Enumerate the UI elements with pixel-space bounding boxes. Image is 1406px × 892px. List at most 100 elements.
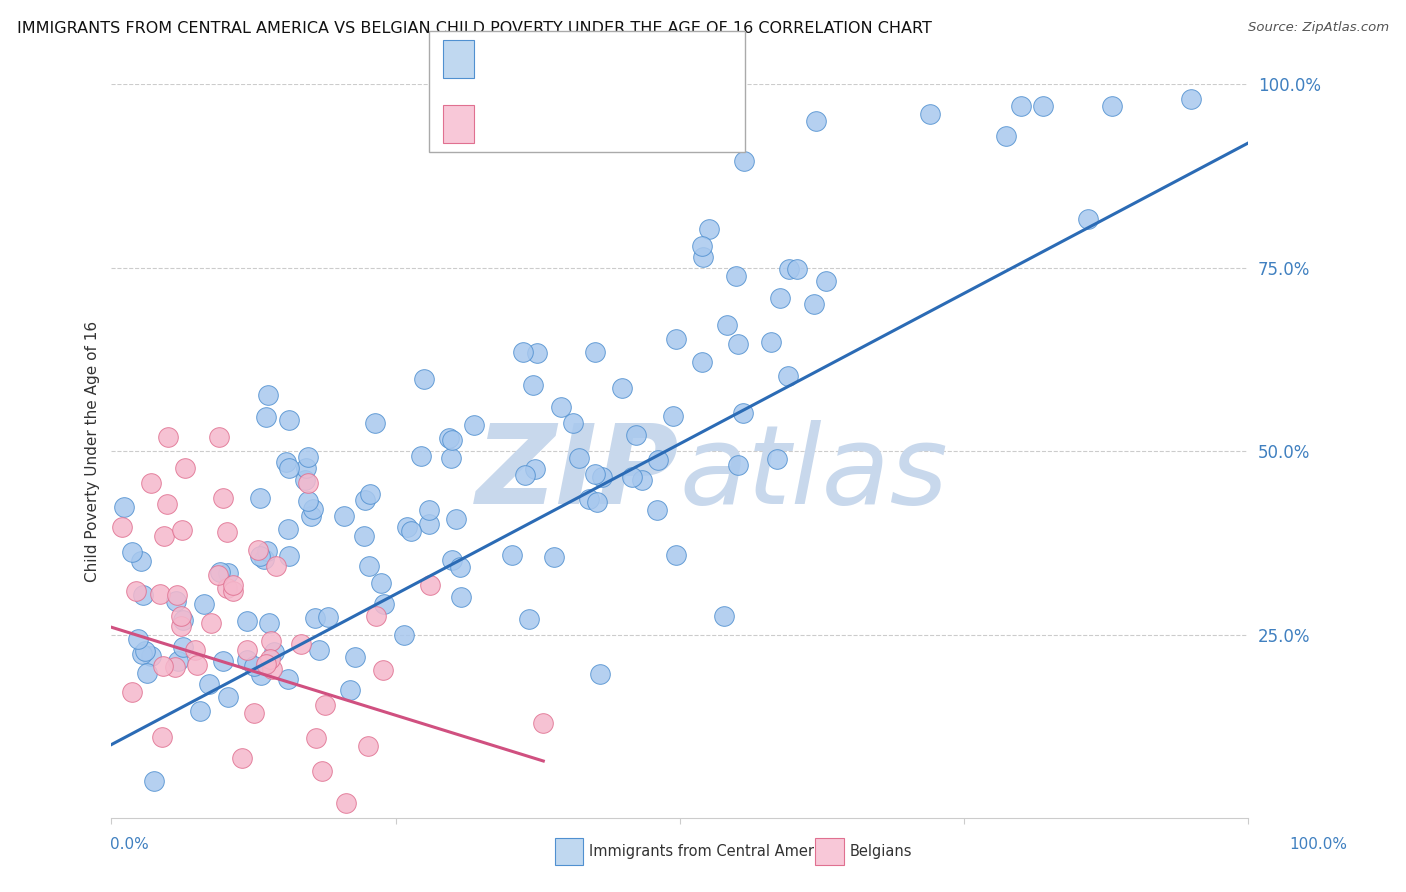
Text: atlas: atlas bbox=[679, 420, 948, 526]
Point bbox=[301, 501, 323, 516]
Point bbox=[441, 553, 464, 567]
Text: R =  0.725   N = 120: R = 0.725 N = 120 bbox=[482, 52, 664, 66]
Point bbox=[165, 593, 187, 607]
Point bbox=[522, 377, 544, 392]
Point bbox=[274, 455, 297, 469]
Point bbox=[759, 334, 782, 349]
Point bbox=[690, 354, 713, 368]
Point bbox=[568, 451, 591, 466]
Point bbox=[222, 583, 245, 598]
Point bbox=[418, 517, 440, 532]
Point bbox=[188, 704, 211, 718]
Point bbox=[217, 690, 239, 704]
Point bbox=[713, 609, 735, 624]
Point bbox=[172, 640, 194, 655]
Point bbox=[440, 450, 463, 465]
Point bbox=[200, 615, 222, 630]
Point bbox=[253, 552, 276, 566]
Point bbox=[778, 261, 800, 276]
Point bbox=[591, 470, 613, 484]
Point bbox=[661, 409, 683, 424]
Point bbox=[112, 500, 135, 515]
Point bbox=[439, 430, 461, 444]
Point bbox=[364, 416, 387, 430]
Point bbox=[304, 610, 326, 624]
Point bbox=[444, 512, 467, 526]
Point bbox=[308, 643, 330, 657]
Point bbox=[769, 292, 792, 306]
Point bbox=[247, 543, 270, 558]
Point bbox=[583, 467, 606, 481]
Point bbox=[215, 525, 238, 540]
Point bbox=[260, 634, 283, 648]
Point bbox=[335, 797, 357, 811]
Point bbox=[215, 582, 238, 596]
Point bbox=[733, 406, 755, 420]
Point bbox=[815, 274, 838, 288]
Text: Immigrants from Central America: Immigrants from Central America bbox=[589, 845, 835, 859]
Point bbox=[463, 417, 485, 432]
Point bbox=[724, 268, 747, 283]
Text: IMMIGRANTS FROM CENTRAL AMERICA VS BELGIAN CHILD POVERTY UNDER THE AGE OF 16 COR: IMMIGRANTS FROM CENTRAL AMERICA VS BELGI… bbox=[17, 21, 932, 36]
Point bbox=[620, 469, 643, 483]
Point bbox=[277, 460, 299, 475]
Point bbox=[149, 587, 172, 601]
Point bbox=[995, 128, 1018, 143]
Point bbox=[450, 590, 472, 604]
Point bbox=[526, 346, 548, 360]
Point bbox=[263, 645, 285, 659]
Point bbox=[543, 549, 565, 564]
Point bbox=[170, 609, 193, 624]
Point bbox=[208, 429, 231, 443]
Point bbox=[418, 503, 440, 517]
Point bbox=[316, 609, 339, 624]
Point bbox=[314, 698, 336, 713]
Point bbox=[515, 468, 537, 483]
Point bbox=[217, 566, 239, 580]
Point bbox=[332, 508, 354, 523]
Point bbox=[786, 262, 808, 277]
Point bbox=[524, 462, 547, 476]
Point bbox=[295, 461, 318, 475]
Point bbox=[550, 400, 572, 414]
Point bbox=[297, 476, 319, 491]
Point bbox=[1032, 99, 1054, 113]
Point bbox=[198, 677, 221, 691]
Point bbox=[174, 461, 197, 475]
Point bbox=[413, 372, 436, 386]
Point bbox=[395, 519, 418, 533]
Point bbox=[299, 508, 322, 523]
Point bbox=[127, 632, 149, 647]
Point bbox=[647, 503, 669, 517]
Point bbox=[578, 492, 600, 507]
Point bbox=[250, 668, 273, 682]
Point bbox=[918, 107, 941, 121]
Point bbox=[692, 250, 714, 264]
Text: ZIP: ZIP bbox=[477, 420, 679, 526]
Point bbox=[257, 388, 280, 402]
Point bbox=[170, 523, 193, 537]
Point bbox=[157, 429, 180, 443]
Point bbox=[131, 554, 153, 568]
Point bbox=[212, 491, 235, 506]
Point bbox=[222, 578, 245, 592]
Point bbox=[733, 154, 755, 169]
Point bbox=[765, 452, 787, 467]
Point bbox=[305, 731, 328, 745]
Text: Belgians: Belgians bbox=[849, 845, 911, 859]
Point bbox=[517, 612, 540, 626]
Point bbox=[186, 658, 208, 673]
Point bbox=[583, 345, 606, 359]
Point bbox=[277, 522, 299, 536]
Point bbox=[665, 332, 688, 346]
Point bbox=[353, 529, 375, 543]
Point bbox=[512, 345, 534, 359]
Point bbox=[139, 475, 162, 490]
Point bbox=[155, 497, 177, 511]
Point bbox=[249, 491, 271, 505]
Point bbox=[1077, 211, 1099, 226]
Point bbox=[256, 544, 278, 558]
Point bbox=[357, 739, 380, 754]
Point bbox=[409, 449, 432, 463]
Point bbox=[121, 684, 143, 698]
